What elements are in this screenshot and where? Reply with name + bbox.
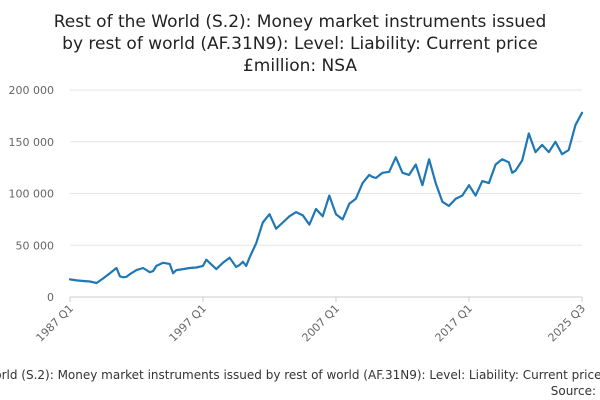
chart-title-line-2: by rest of world (AF.31N9): Level: Liabi…	[62, 34, 538, 54]
legend-entry: Rest of the World (S.2): Money market in…	[0, 368, 600, 382]
y-tick-label: 0	[47, 291, 54, 304]
y-tick-label: 150 000	[9, 136, 55, 149]
y-tick-label: 100 000	[9, 188, 55, 201]
x-tick-label: 1997 Q1	[167, 302, 210, 345]
x-tick-label: 1987 Q1	[34, 302, 77, 345]
chart-title-line-1: Rest of the World (S.2): Money market in…	[54, 12, 547, 32]
x-tick-label: 2017 Q1	[433, 302, 476, 345]
source-label: Source:	[551, 384, 596, 398]
y-tick-label: 200 000	[9, 84, 55, 97]
chart-title-line-3: £million: NSA	[243, 56, 357, 76]
y-tick-label: 50 000	[16, 239, 55, 252]
x-tick-label: 2025 Q3	[546, 302, 589, 345]
y-axis-tick-labels: 0 50 000 100 000 150 000 200 000	[9, 84, 55, 304]
series-line	[68, 111, 584, 285]
gridlines	[70, 89, 582, 246]
x-tick-label: 2007 Q1	[300, 302, 343, 345]
chart-title: Rest of the World (S.2): Money market in…	[54, 12, 547, 76]
x-axis-tick-labels: 1987 Q1 1997 Q1 2007 Q1 2017 Q1 2025 Q3	[34, 297, 589, 345]
